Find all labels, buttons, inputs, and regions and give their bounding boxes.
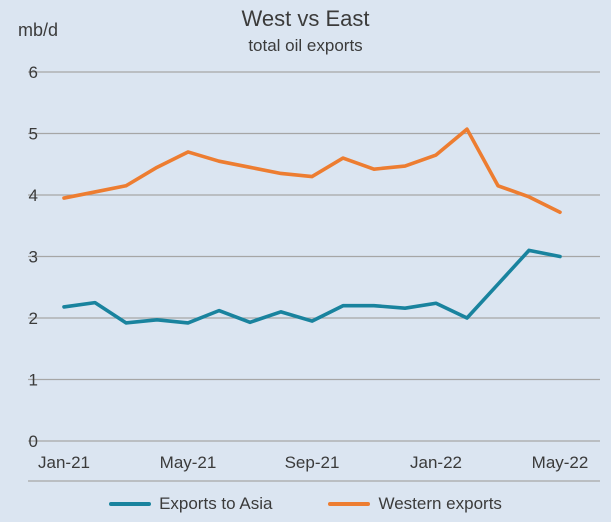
y-tick-label: 4 <box>29 186 38 205</box>
legend-swatch-western-exports <box>328 502 371 506</box>
y-tick-label: 6 <box>29 63 38 82</box>
y-tick-label: 1 <box>29 371 38 390</box>
x-tick-label: May-22 <box>532 453 589 472</box>
legend: Exports to Asia Western exports <box>0 494 611 514</box>
x-tick-label: Jan-22 <box>410 453 462 472</box>
series-line-western-exports <box>62 127 562 215</box>
chart-title: West vs East <box>241 6 370 31</box>
x-tick-label: Jan-21 <box>38 453 90 472</box>
legend-label-exports-to-asia: Exports to Asia <box>159 494 273 513</box>
legend-label-western-exports: Western exports <box>378 494 502 513</box>
legend-item-western-exports: Western exports <box>328 494 502 514</box>
y-axis-unit-label: mb/d <box>18 20 59 40</box>
x-tick-label: May-21 <box>160 453 217 472</box>
chart-subtitle: total oil exports <box>248 36 363 55</box>
y-tick-label: 0 <box>29 432 38 451</box>
y-tick-label: 3 <box>29 248 38 267</box>
y-tick-label: 5 <box>29 125 38 144</box>
x-tick-label: Sep-21 <box>285 453 340 472</box>
y-tick-label: 2 <box>29 309 38 328</box>
series-line-exports-to-asia <box>62 248 562 325</box>
legend-item-exports-to-asia: Exports to Asia <box>109 494 272 514</box>
legend-swatch-exports-to-asia <box>109 502 152 506</box>
